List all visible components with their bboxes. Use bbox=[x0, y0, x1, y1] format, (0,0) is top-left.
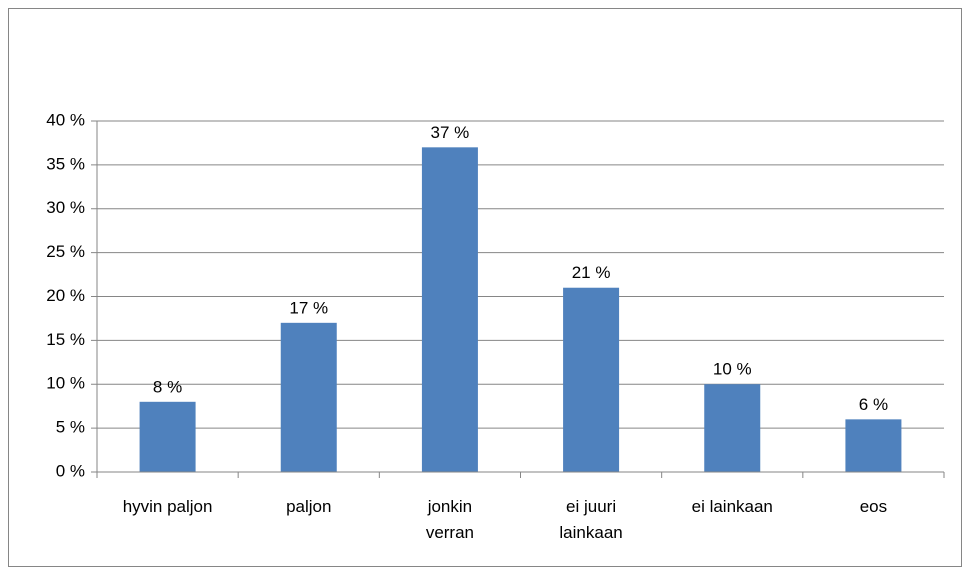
y-tick-label: 15 % bbox=[46, 330, 85, 349]
x-tick-label: jonkin verran bbox=[425, 497, 474, 542]
x-tick-label: ei lainkaan bbox=[691, 497, 773, 516]
y-tick-label: 0 % bbox=[56, 461, 85, 480]
y-tick-label: 10 % bbox=[46, 374, 85, 393]
x-tick-label: hyvin paljon bbox=[122, 497, 213, 516]
bar bbox=[563, 287, 620, 472]
x-tick-label: ei juuri lainkaan bbox=[559, 497, 623, 542]
bar bbox=[421, 147, 478, 472]
bar bbox=[845, 419, 902, 472]
y-tick-label: 25 % bbox=[46, 242, 85, 261]
y-tick-label: 20 % bbox=[46, 286, 85, 305]
bar bbox=[704, 384, 761, 472]
x-tick-label: eos bbox=[859, 497, 888, 516]
bar bbox=[280, 322, 337, 472]
y-tick-label: 30 % bbox=[46, 198, 85, 217]
y-tick-label: 35 % bbox=[46, 154, 85, 173]
bar bbox=[139, 401, 196, 472]
value-label: 10 % bbox=[713, 360, 752, 379]
value-label: 6 % bbox=[859, 395, 888, 414]
value-label: 37 % bbox=[431, 123, 470, 142]
chart-frame bbox=[8, 8, 962, 567]
y-tick-label: 40 % bbox=[46, 110, 85, 129]
value-label: 17 % bbox=[289, 298, 328, 317]
value-label: 21 % bbox=[572, 263, 611, 282]
y-tick-label: 5 % bbox=[56, 418, 85, 437]
value-label: 8 % bbox=[153, 377, 182, 396]
x-tick-label: paljon bbox=[286, 497, 332, 516]
